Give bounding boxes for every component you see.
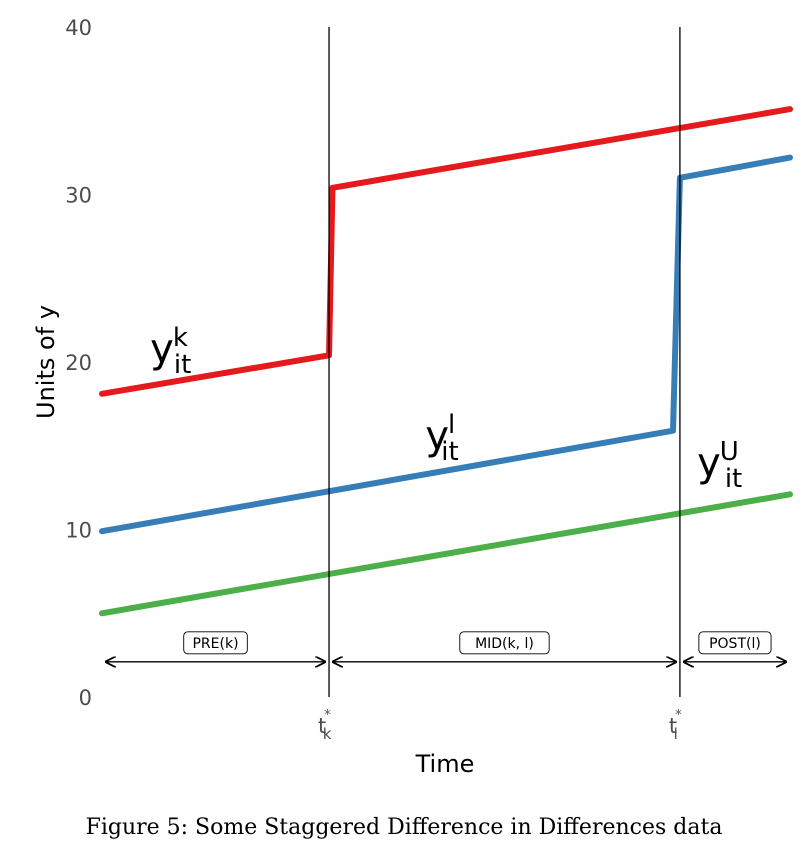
series-label-k: yk it (150, 323, 191, 380)
x-tick-sub: k (323, 725, 332, 743)
series-label-base: y (425, 413, 449, 459)
x-tick-sub: l (674, 725, 678, 743)
series-label-sup: l (448, 410, 455, 440)
series-label-sub: it (174, 350, 191, 380)
period-box-2 (459, 631, 550, 655)
x-tick-base: t (669, 714, 677, 738)
y-axis-ticks: 0 10 20 30 40 (65, 16, 92, 710)
series-label-sup: U (720, 437, 739, 467)
series-line-U (99, 491, 793, 617)
treatment-lines (328, 27, 681, 697)
series-line-k (99, 106, 793, 397)
x-axis-title: Time (415, 750, 475, 778)
period-annotations: PRE(k) MID(k, l) POST(l) (106, 631, 786, 662)
x-axis-ticks: t* k t* l (318, 708, 682, 743)
series-label-sub: it (725, 464, 742, 494)
y-tick-label-0: 0 (79, 686, 92, 710)
period-box-1 (183, 631, 248, 655)
series-label-sup: k (173, 323, 188, 353)
series-label-sub: it (441, 437, 458, 467)
y-tick-label-30: 30 (65, 184, 92, 208)
series-label-l: yl it (425, 410, 458, 467)
series-label-base: y (150, 326, 174, 372)
series-label-U: yU it (697, 437, 742, 494)
period-label-1: PRE(k) (192, 636, 238, 652)
series-lines (99, 106, 793, 617)
period-label-2: MID(k, l) (475, 636, 534, 652)
period-box-3 (698, 631, 772, 655)
figure-caption: Figure 5: Some Staggered Difference in D… (85, 815, 723, 840)
y-tick-label-40: 40 (65, 16, 92, 40)
x-tick-label-k: t* k (318, 708, 332, 743)
y-tick-label-10: 10 (65, 519, 92, 543)
x-tick-base: t (318, 714, 326, 738)
x-tick-sup: * (675, 708, 682, 723)
x-tick-label-l: t* l (669, 708, 682, 743)
series-label-base: y (697, 440, 721, 486)
y-axis-title: Units of y (32, 305, 60, 419)
x-tick-sup: * (324, 708, 331, 723)
y-tick-label-20: 20 (65, 351, 92, 375)
period-label-3: POST(l) (709, 636, 761, 652)
series-line-l (99, 154, 793, 535)
